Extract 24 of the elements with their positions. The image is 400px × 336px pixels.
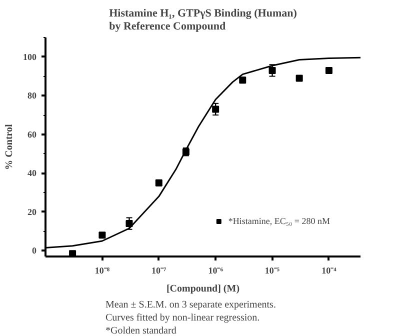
point <box>212 106 220 113</box>
point <box>296 74 303 82</box>
text: Curves fitted by non-linear regression. <box>106 312 260 324</box>
x-tick-label: 10⁻⁶ <box>208 266 224 276</box>
point <box>126 220 133 228</box>
x-tick-label: 10⁻⁵ <box>264 266 280 276</box>
text: *Golden standard <box>106 326 176 336</box>
y-tick-label: 0 <box>32 246 37 256</box>
text: Mean ± S.E.M. on 3 separate experiments. <box>106 300 276 310</box>
y-tick-label: 80 <box>28 90 37 101</box>
y-tick-label: 20 <box>28 206 37 217</box>
y-tick-label: 40 <box>28 168 37 178</box>
point <box>98 232 106 239</box>
x-tick-label: 10⁻⁷ <box>152 266 167 276</box>
point <box>325 66 332 74</box>
y-axis-title: % Control <box>4 124 15 170</box>
x-axis-title: [Compound] (M) <box>166 284 240 294</box>
y-tick-label: 60 <box>28 129 37 140</box>
x-tick-label: 10⁻⁴ <box>322 266 337 276</box>
x-tick-label: 10⁻⁸ <box>94 266 110 276</box>
point <box>268 66 276 74</box>
legend-label: *Histamine, EC₅₀ = 280 nM <box>228 216 330 226</box>
chart-title: Histamine H₁, GTPγS Binding (Human) by Reference Compound <box>109 7 298 32</box>
y-tick-label: 100 <box>23 52 37 62</box>
